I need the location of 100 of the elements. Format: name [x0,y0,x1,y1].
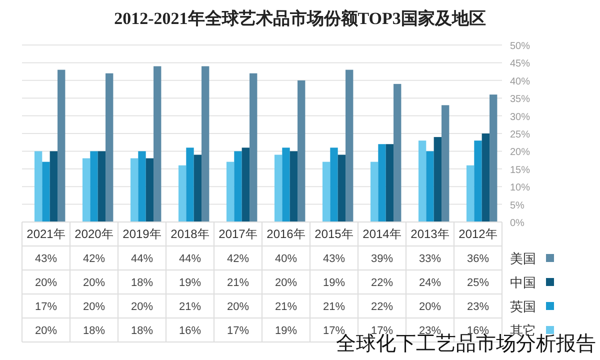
bar [242,148,250,222]
data-label: 25% [466,277,490,289]
bar [490,94,498,222]
data-label: 20% [34,325,58,337]
data-label: 20% [82,301,106,313]
x-tick-label: 2014年 [362,227,402,241]
y-tick-label: 25% [510,130,530,140]
bar [58,70,66,222]
bar [130,158,138,222]
data-label: 21% [178,301,202,313]
data-label: 19% [178,277,202,289]
data-label: 21% [322,301,346,313]
data-label: 44% [178,253,202,265]
data-label: 44% [130,253,154,265]
data-label: 19% [322,277,346,289]
y-tick-label: 30% [510,112,530,123]
bar [434,137,442,222]
data-label: 43% [322,253,346,265]
data-label: 17% [226,325,250,337]
data-label: 24% [418,277,442,289]
data-label: 36% [466,253,490,265]
x-tick-label: 2019年 [122,227,162,241]
data-label: 21% [274,301,298,313]
bar [282,148,290,222]
chart-title: 2012-2021年全球艺术品市场份额TOP3国家及地区 [114,9,486,28]
bar [90,151,98,222]
bar [98,151,106,222]
y-tick-label: 0% [510,218,525,229]
bar [234,151,242,222]
bar [466,165,474,222]
bar [298,80,306,222]
bar [394,84,402,222]
legend-label: 中国 [510,275,536,290]
bar [178,165,186,222]
data-label: 23% [466,301,490,313]
data-label: 42% [226,253,250,265]
bar [146,158,154,222]
x-tick-label: 2018年 [170,227,210,241]
bar [42,162,50,222]
bar [338,154,346,222]
data-label: 40% [274,253,298,265]
bar [474,140,482,222]
y-tick-label: 15% [510,164,530,176]
bar [290,151,298,222]
bar [226,162,234,222]
bar [378,144,386,222]
bar [194,154,202,222]
bar [322,162,330,222]
y-tick-label: 40% [510,76,530,88]
data-label: 16% [178,325,202,337]
data-label: 18% [82,325,106,337]
bar [106,73,114,222]
bar [50,151,58,222]
y-tick-label: 10% [510,182,530,194]
data-label: 22% [370,301,394,313]
data-label: 20% [274,277,298,289]
bar [250,73,258,222]
y-tick-label: 5% [510,200,525,212]
data-label: 39% [370,253,394,265]
data-label: 43% [34,253,58,265]
y-tick-label: 50% [510,41,530,52]
x-tick-label: 2016年 [266,227,306,241]
legend-label: 美国 [510,251,536,266]
data-label: 20% [82,277,106,289]
x-tick-label: 2020年 [74,227,114,241]
data-label: 20% [34,277,58,289]
bar [154,66,162,222]
bar [34,151,42,222]
data-label: 18% [130,325,154,337]
data-label: 19% [274,325,298,337]
data-label: 22% [370,277,394,289]
bar [386,144,394,222]
bar [482,134,490,222]
y-tick-label: 45% [510,58,530,70]
data-label: 20% [130,301,154,313]
data-label: 21% [226,277,250,289]
bar [346,70,354,222]
legend-label: 英国 [510,299,536,314]
bar [82,158,90,222]
data-label: 18% [130,277,154,289]
bar [202,66,210,222]
bar [274,154,282,222]
bar [370,162,378,222]
bar [418,140,426,222]
data-label: 20% [226,301,250,313]
x-tick-label: 2012年 [458,227,498,241]
data-label: 33% [418,253,442,265]
bar [186,148,194,222]
data-label: 42% [82,253,106,265]
data-label: 20% [418,301,442,313]
x-tick-label: 2017年 [218,227,258,241]
data-label: 17% [34,301,58,313]
x-tick-label: 2013年 [410,227,450,241]
bar [330,148,338,222]
x-tick-label: 2021年 [26,227,66,241]
bar [138,151,146,222]
x-tick-label: 2015年 [314,227,354,241]
bar [426,151,434,222]
y-tick-label: 35% [510,94,530,106]
y-tick-label: 20% [510,147,530,158]
